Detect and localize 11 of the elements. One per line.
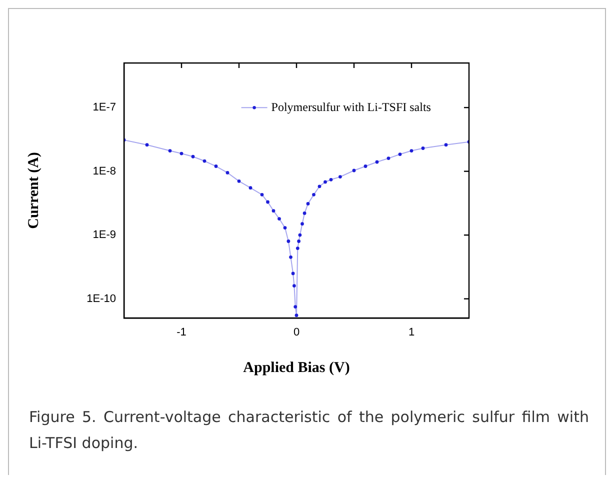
x-axis-title: Applied Bias (V) — [243, 360, 350, 376]
legend-label: Polymersulfur with Li-TSFI salts — [271, 100, 432, 114]
caption: Figure 5. Current-voltage characteristic of the polymeric sulfur film with Li-TFSI doping. — [29, 407, 589, 454]
y-tick-label: 1E-9 — [92, 229, 116, 242]
x-tick-label: 0 — [293, 326, 300, 339]
y-tick-label: 1E-7 — [92, 102, 116, 114]
y-tick-label: 1E-8 — [92, 165, 116, 178]
y-axis-title: Current (A) — [26, 152, 42, 229]
y-tick-label: 1E-10 — [86, 292, 116, 305]
x-tick-label: -1 — [176, 326, 186, 339]
x-tick-label: 1 — [408, 326, 415, 339]
